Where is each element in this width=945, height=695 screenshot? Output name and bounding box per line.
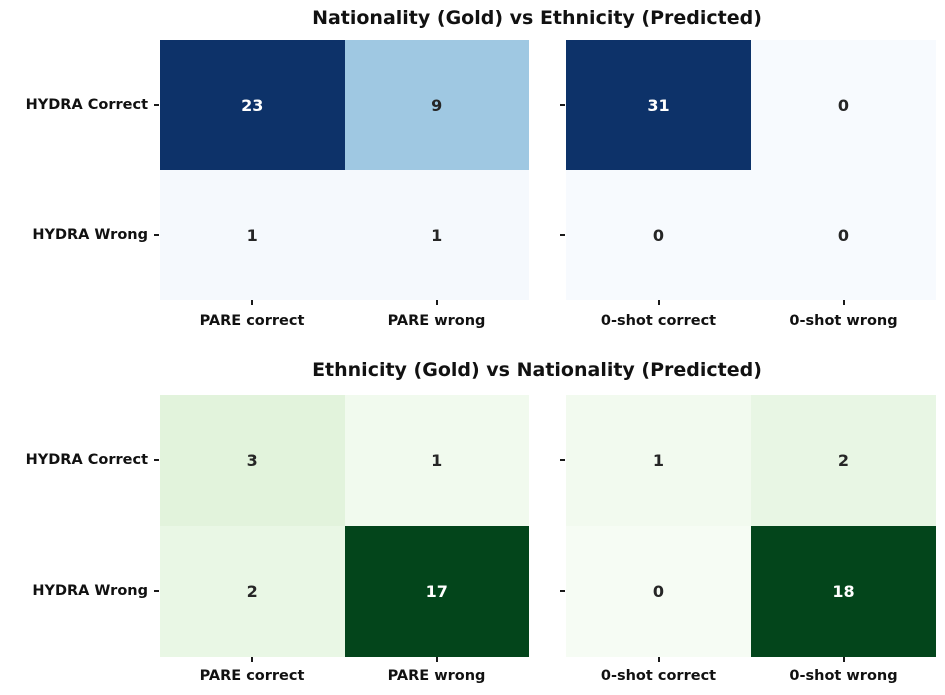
heatmap-ethnicity-0shot: 1 2 0 18 <box>566 395 936 657</box>
heatmap-cell: 0 <box>566 170 751 300</box>
heatmap-cell: 1 <box>566 395 751 526</box>
heatmap-cell: 9 <box>344 40 529 170</box>
heatmap-cell: 0 <box>751 170 936 300</box>
heatmap-cell: 17 <box>344 526 529 657</box>
heatmap-nationality-pare: 23 9 1 1 <box>160 40 529 300</box>
y-tick <box>154 104 159 106</box>
y-tick <box>154 234 159 236</box>
col-label-pare-correct: PARE correct <box>199 313 305 329</box>
col-label-pare-wrong: PARE wrong <box>387 668 486 684</box>
x-tick <box>251 657 253 662</box>
heatmap-cell: 1 <box>160 170 345 300</box>
x-tick <box>436 300 438 305</box>
heatmap-cell: 2 <box>751 395 936 526</box>
col-label-0shot-correct: 0-shot correct <box>600 668 717 684</box>
x-tick <box>658 300 660 305</box>
row-label-hydra-wrong: HYDRA Wrong <box>32 227 148 243</box>
bottom-panel-title: Ethnicity (Gold) vs Nationality (Predict… <box>312 359 762 381</box>
heatmap-cell: 18 <box>751 526 936 657</box>
y-tick <box>560 234 565 236</box>
row-label-hydra-wrong: HYDRA Wrong <box>32 583 148 599</box>
heatmap-cell: 31 <box>566 40 751 170</box>
heatmap-cell: 1 <box>344 170 529 300</box>
y-tick <box>560 104 565 106</box>
y-tick <box>560 590 565 592</box>
heatmap-cell: 0 <box>751 40 936 170</box>
x-tick <box>251 300 253 305</box>
col-label-0shot-wrong: 0-shot wrong <box>789 313 898 329</box>
heatmap-cell: 23 <box>160 40 345 170</box>
row-label-hydra-correct: HYDRA Correct <box>25 97 148 113</box>
heatmap-ethnicity-pare: 3 1 2 17 <box>160 395 529 657</box>
col-label-pare-wrong: PARE wrong <box>387 313 486 329</box>
y-tick <box>560 459 565 461</box>
heatmap-cell: 0 <box>566 526 751 657</box>
x-tick <box>436 657 438 662</box>
col-label-0shot-correct: 0-shot correct <box>600 313 717 329</box>
top-panel-title: Nationality (Gold) vs Ethnicity (Predict… <box>312 7 762 29</box>
y-tick <box>154 459 159 461</box>
col-label-0shot-wrong: 0-shot wrong <box>789 668 898 684</box>
row-label-hydra-correct: HYDRA Correct <box>25 452 148 468</box>
heatmap-cell: 2 <box>160 526 345 657</box>
col-label-pare-correct: PARE correct <box>199 668 305 684</box>
heatmap-cell: 1 <box>344 395 529 526</box>
x-tick <box>843 657 845 662</box>
heatmap-cell: 3 <box>160 395 345 526</box>
x-tick <box>843 300 845 305</box>
heatmap-nationality-0shot: 31 0 0 0 <box>566 40 936 300</box>
x-tick <box>658 657 660 662</box>
y-tick <box>154 590 159 592</box>
